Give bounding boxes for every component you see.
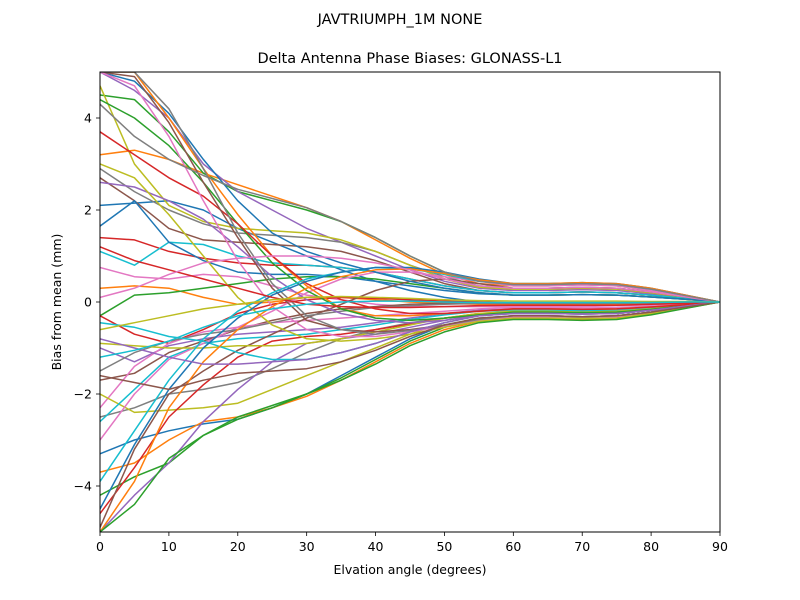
series-line — [100, 301, 720, 532]
series-line — [100, 295, 720, 331]
y-tick-label: 4 — [84, 111, 92, 126]
y-tick-label: −2 — [74, 387, 92, 402]
series-line — [100, 301, 720, 365]
x-tick-label: 80 — [643, 539, 659, 554]
x-axis-ticks: 0 10 20 30 40 50 60 70 80 90 — [96, 532, 728, 554]
y-axis-label: Bias from mean (mm) — [49, 234, 64, 371]
series-line — [100, 103, 720, 303]
x-tick-label: 60 — [505, 539, 521, 554]
chart-suptitle: JAVTRIUMPH_1M NONE — [317, 12, 483, 28]
series-line — [100, 85, 720, 303]
y-tick-label: 2 — [84, 203, 92, 218]
x-tick-label: 0 — [96, 539, 104, 554]
y-axis-ticks: −4 −2 0 2 4 — [74, 111, 100, 494]
x-tick-label: 50 — [436, 539, 452, 554]
series-line — [100, 255, 720, 303]
series-line — [100, 268, 720, 532]
series-line — [100, 246, 720, 309]
series-line — [100, 163, 720, 342]
series-line — [100, 241, 720, 303]
x-tick-label: 70 — [574, 539, 590, 554]
y-tick-label: 0 — [84, 295, 92, 310]
series-line — [100, 300, 720, 358]
series-line — [100, 72, 720, 303]
x-tick-label: 10 — [161, 539, 177, 554]
x-tick-label: 30 — [299, 539, 315, 554]
x-axis-label: Elvation angle (degrees) — [333, 562, 486, 577]
chart-title: Delta Antenna Phase Biases: GLONASS-L1 — [257, 51, 562, 67]
y-tick-label: −4 — [74, 479, 92, 494]
x-tick-label: 90 — [712, 539, 728, 554]
x-tick-label: 20 — [230, 539, 246, 554]
x-tick-label: 40 — [368, 539, 384, 554]
series-line — [100, 301, 720, 391]
series-layer — [100, 72, 720, 532]
series-line — [100, 301, 720, 372]
series-line — [100, 271, 720, 441]
series-line — [100, 131, 720, 315]
